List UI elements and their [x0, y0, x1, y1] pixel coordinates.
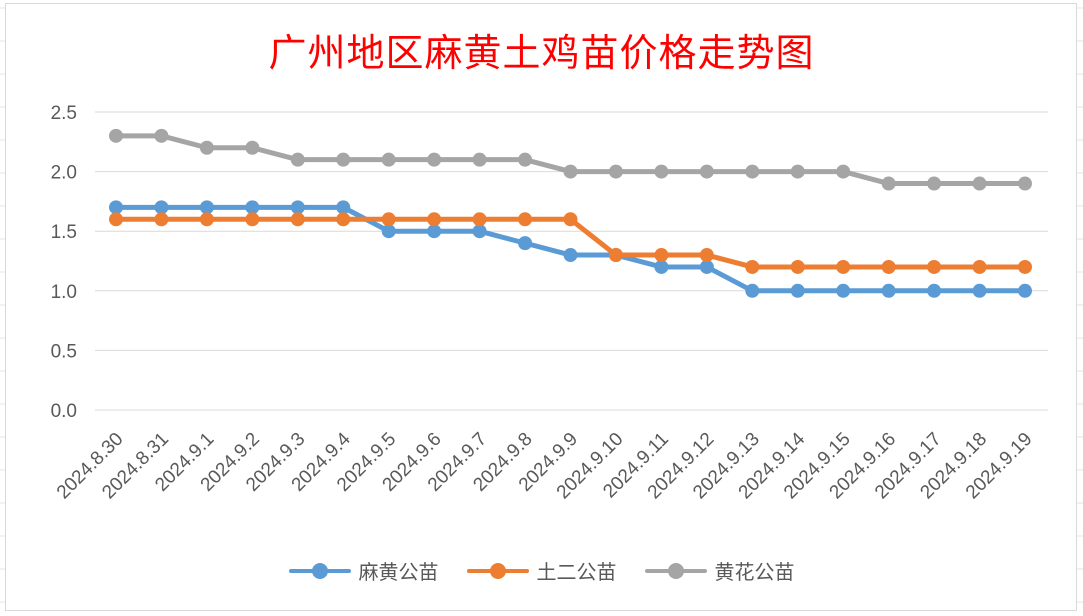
data-point: [109, 128, 123, 143]
data-point: [290, 200, 305, 215]
data-point: [836, 164, 851, 179]
legend-marker-icon: [644, 562, 707, 580]
data-point: [927, 176, 942, 191]
y-tick-label: 1.5: [51, 222, 77, 243]
series-layer: [109, 128, 1032, 298]
x-axis-ticks: 2024.8.302024.8.312024.9.12024.9.22024.9…: [53, 428, 1037, 503]
data-point: [972, 283, 987, 298]
data-point: [699, 248, 714, 263]
data-point: [1018, 259, 1032, 274]
data-point: [654, 248, 669, 263]
legend-item: 黄花公苗: [644, 556, 795, 585]
gridlines: [95, 111, 1048, 411]
data-point: [427, 212, 442, 227]
data-point: [154, 200, 169, 215]
data-point: [563, 164, 578, 179]
data-point: [290, 152, 305, 167]
data-point: [472, 212, 487, 227]
data-point: [336, 152, 351, 167]
y-tick-label: 0.5: [51, 341, 77, 362]
data-point: [381, 212, 396, 227]
data-point: [836, 283, 851, 298]
data-point: [472, 152, 487, 167]
y-tick-label: 2.5: [51, 103, 77, 124]
data-point: [608, 248, 623, 263]
data-point: [1018, 176, 1032, 191]
data-point: [745, 283, 760, 298]
data-point: [699, 259, 714, 274]
data-point: [199, 212, 214, 227]
series-2: [109, 128, 1032, 191]
series-0: [109, 200, 1032, 298]
data-point: [154, 212, 169, 227]
data-point: [790, 259, 805, 274]
legend-item: 土二公苗: [466, 556, 617, 585]
data-point: [881, 259, 896, 274]
data-point: [927, 259, 942, 274]
data-point: [427, 224, 442, 239]
data-point: [336, 212, 351, 227]
y-axis-ticks: 0.0 0.5 1.0 1.5 2.0 2.5: [51, 103, 77, 422]
data-point: [245, 140, 260, 155]
data-point: [336, 200, 351, 215]
data-point: [427, 152, 442, 167]
data-point: [381, 152, 396, 167]
data-point: [518, 236, 533, 251]
data-point: [881, 283, 896, 298]
data-point: [109, 212, 123, 227]
y-tick-label: 1.0: [51, 282, 77, 303]
data-point: [972, 259, 987, 274]
y-tick-label: 0.0: [51, 401, 77, 422]
data-point: [154, 128, 169, 143]
data-point: [881, 176, 896, 191]
legend-marker-icon: [288, 562, 351, 580]
data-point: [245, 212, 260, 227]
data-point: [1018, 283, 1032, 298]
legend: 麻黄公苗 土二公苗 黄花公苗: [0, 556, 1083, 585]
data-point: [927, 283, 942, 298]
data-point: [381, 224, 396, 239]
data-point: [654, 259, 669, 274]
data-point: [245, 200, 260, 215]
data-point: [654, 164, 669, 179]
data-point: [790, 164, 805, 179]
data-point: [472, 224, 487, 239]
data-point: [199, 200, 214, 215]
data-point: [608, 164, 623, 179]
data-point: [518, 152, 533, 167]
chart-area: [5, 3, 1077, 611]
series-1: [109, 212, 1032, 274]
data-point: [290, 212, 305, 227]
data-point: [563, 212, 578, 227]
legend-label: 土二公苗: [536, 560, 617, 584]
data-point: [745, 164, 760, 179]
data-point: [518, 212, 533, 227]
data-point: [199, 140, 214, 155]
y-tick-label: 2.0: [51, 163, 77, 184]
legend-label: 麻黄公苗: [358, 560, 439, 584]
data-point: [745, 259, 760, 274]
data-point: [972, 176, 987, 191]
data-point: [563, 248, 578, 263]
legend-label: 黄花公苗: [714, 560, 795, 584]
data-point: [836, 259, 851, 274]
data-point: [699, 164, 714, 179]
legend-marker-icon: [466, 562, 529, 580]
data-point: [109, 200, 123, 215]
legend-item: 麻黄公苗: [288, 556, 439, 585]
chart-title: 广州地区麻黄土鸡苗价格走势图: [268, 31, 815, 75]
data-point: [790, 283, 805, 298]
